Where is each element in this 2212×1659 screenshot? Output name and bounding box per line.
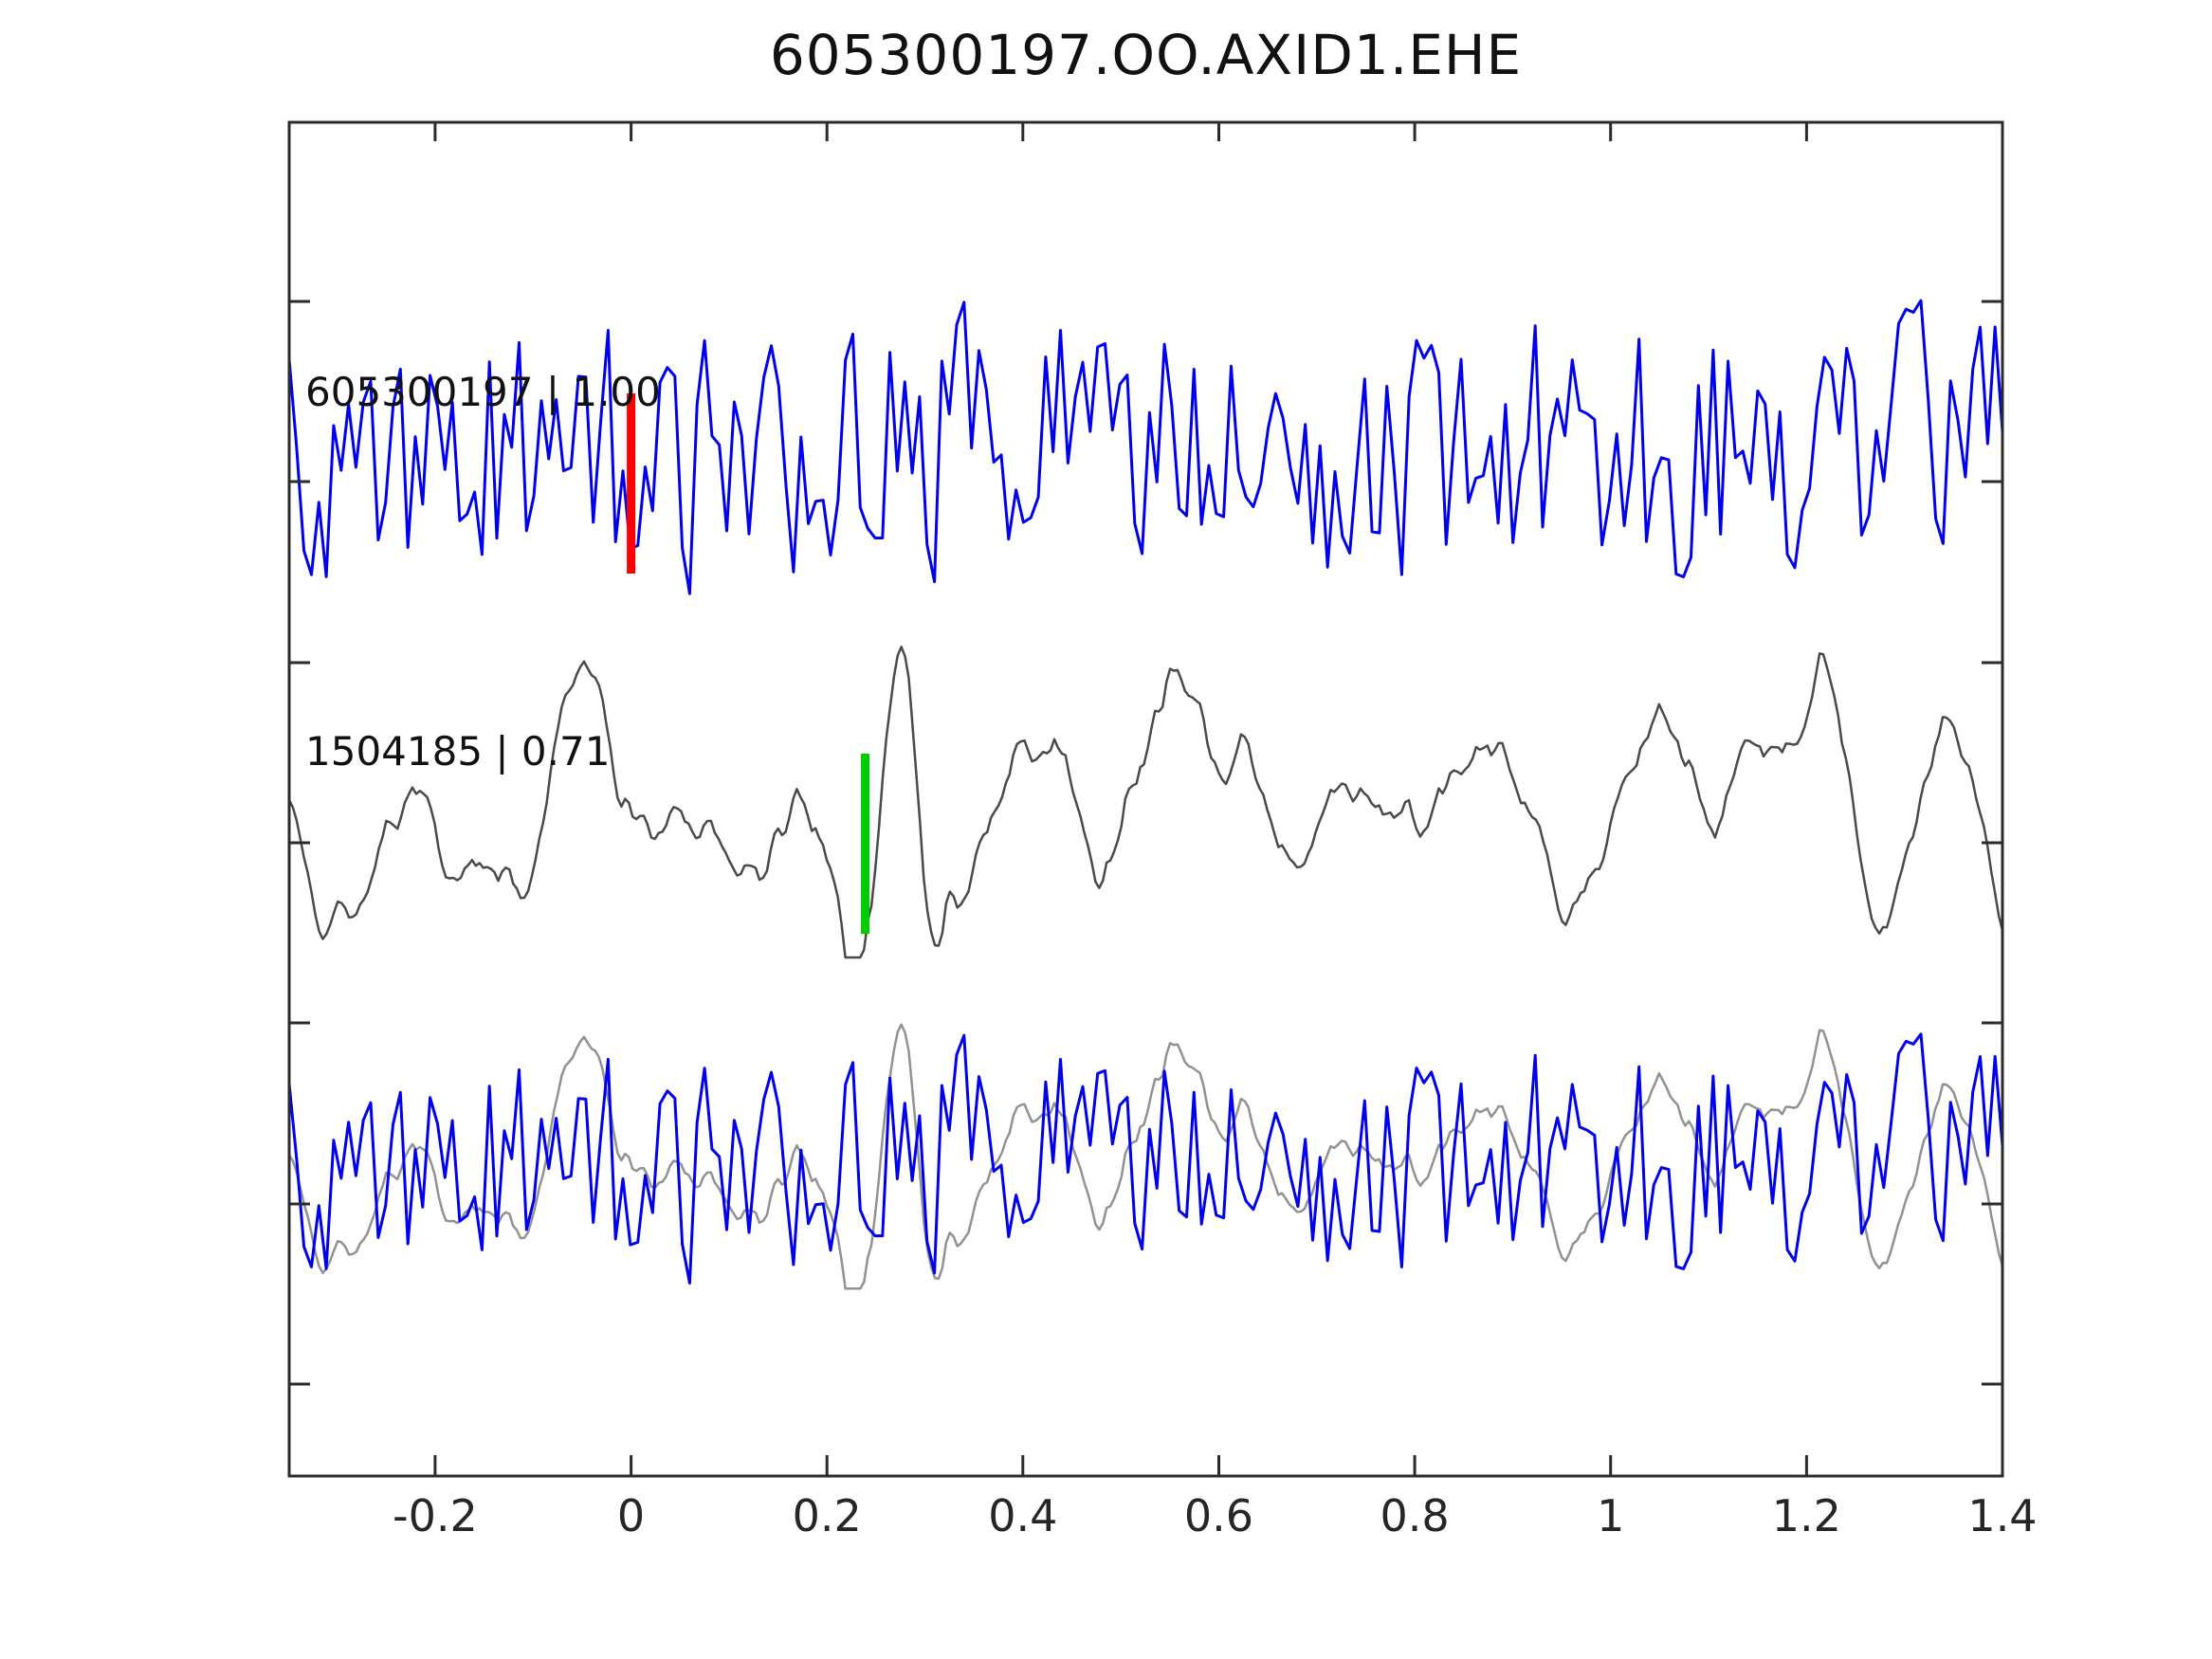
x-tick-label: 0.6 <box>1183 1490 1254 1541</box>
x-tick-label: 0.2 <box>792 1490 862 1541</box>
trace-label-template: 1504185 | 0.71 <box>305 728 611 775</box>
detection-waveform <box>289 299 2002 595</box>
plot-border <box>287 120 2004 1478</box>
x-tick-label: 1.4 <box>1967 1490 2038 1541</box>
x-tick-label: 0.4 <box>988 1490 1058 1541</box>
overlay-detection-waveform <box>289 1032 2002 1285</box>
x-tick-label: 0 <box>616 1490 646 1541</box>
pick-marker-red <box>627 393 636 574</box>
x-tick-label: -0.2 <box>393 1490 478 1541</box>
template-waveform <box>289 646 2002 959</box>
pick-marker-green <box>861 754 869 934</box>
x-tick-label: 1.2 <box>1771 1490 1841 1541</box>
trace-label-detection: 605300197 | 1.00 <box>305 369 661 415</box>
chart-title: 605300197.OO.AXID1.EHE <box>769 23 1523 87</box>
x-tick-label: 1 <box>1597 1490 1625 1541</box>
x-tick-label: 0.8 <box>1380 1490 1450 1541</box>
plot-area <box>289 122 2002 1476</box>
